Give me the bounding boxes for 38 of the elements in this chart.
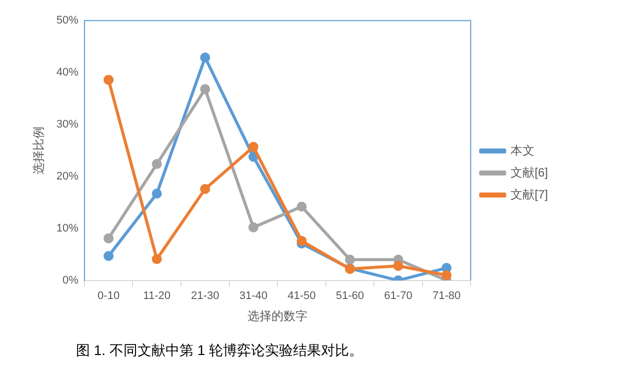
- y-tick-label: 40%: [56, 66, 79, 79]
- x-tick-label: 51-60: [336, 290, 364, 302]
- point: [442, 262, 452, 273]
- point: [248, 152, 258, 162]
- point: [104, 74, 114, 85]
- point: [200, 52, 210, 62]
- x-tick-label: 21-30: [191, 290, 220, 302]
- legend-label: 文献[6]: [510, 165, 548, 180]
- point: [344, 254, 355, 265]
- point: [152, 254, 162, 264]
- point: [104, 250, 114, 261]
- y-axis-title: 选择比例: [32, 126, 46, 174]
- x-tick-label: 41-50: [288, 290, 316, 302]
- point: [296, 202, 307, 212]
- point: [393, 260, 404, 271]
- x-tick-label: 31-40: [239, 290, 268, 302]
- point: [152, 188, 162, 199]
- legend-label: 本文: [510, 143, 535, 158]
- y-tick-label: 30%: [56, 118, 79, 131]
- point: [200, 184, 210, 194]
- point: [296, 236, 307, 246]
- x-axis-title: 选择的数字: [248, 309, 308, 324]
- point: [248, 222, 258, 232]
- legend-label: 文献[7]: [510, 187, 548, 202]
- x-tick-label: 71-80: [432, 290, 461, 302]
- y-tick-label: 0%: [62, 274, 79, 286]
- caption: 图 1. 不同文献中第 1 轮博弈论实验结果对比。: [76, 342, 364, 360]
- point: [442, 270, 452, 280]
- point: [104, 233, 114, 244]
- x-tick-label: 0-10: [98, 290, 120, 302]
- x-tick-label: 11-20: [143, 290, 170, 302]
- y-tick-label: 20%: [56, 170, 79, 183]
- y-tick-label: 50%: [56, 14, 79, 27]
- point: [152, 159, 162, 170]
- point: [248, 142, 258, 152]
- point: [200, 84, 210, 94]
- x-tick-label: 61-70: [384, 290, 412, 302]
- y-tick-label: 10%: [56, 222, 79, 234]
